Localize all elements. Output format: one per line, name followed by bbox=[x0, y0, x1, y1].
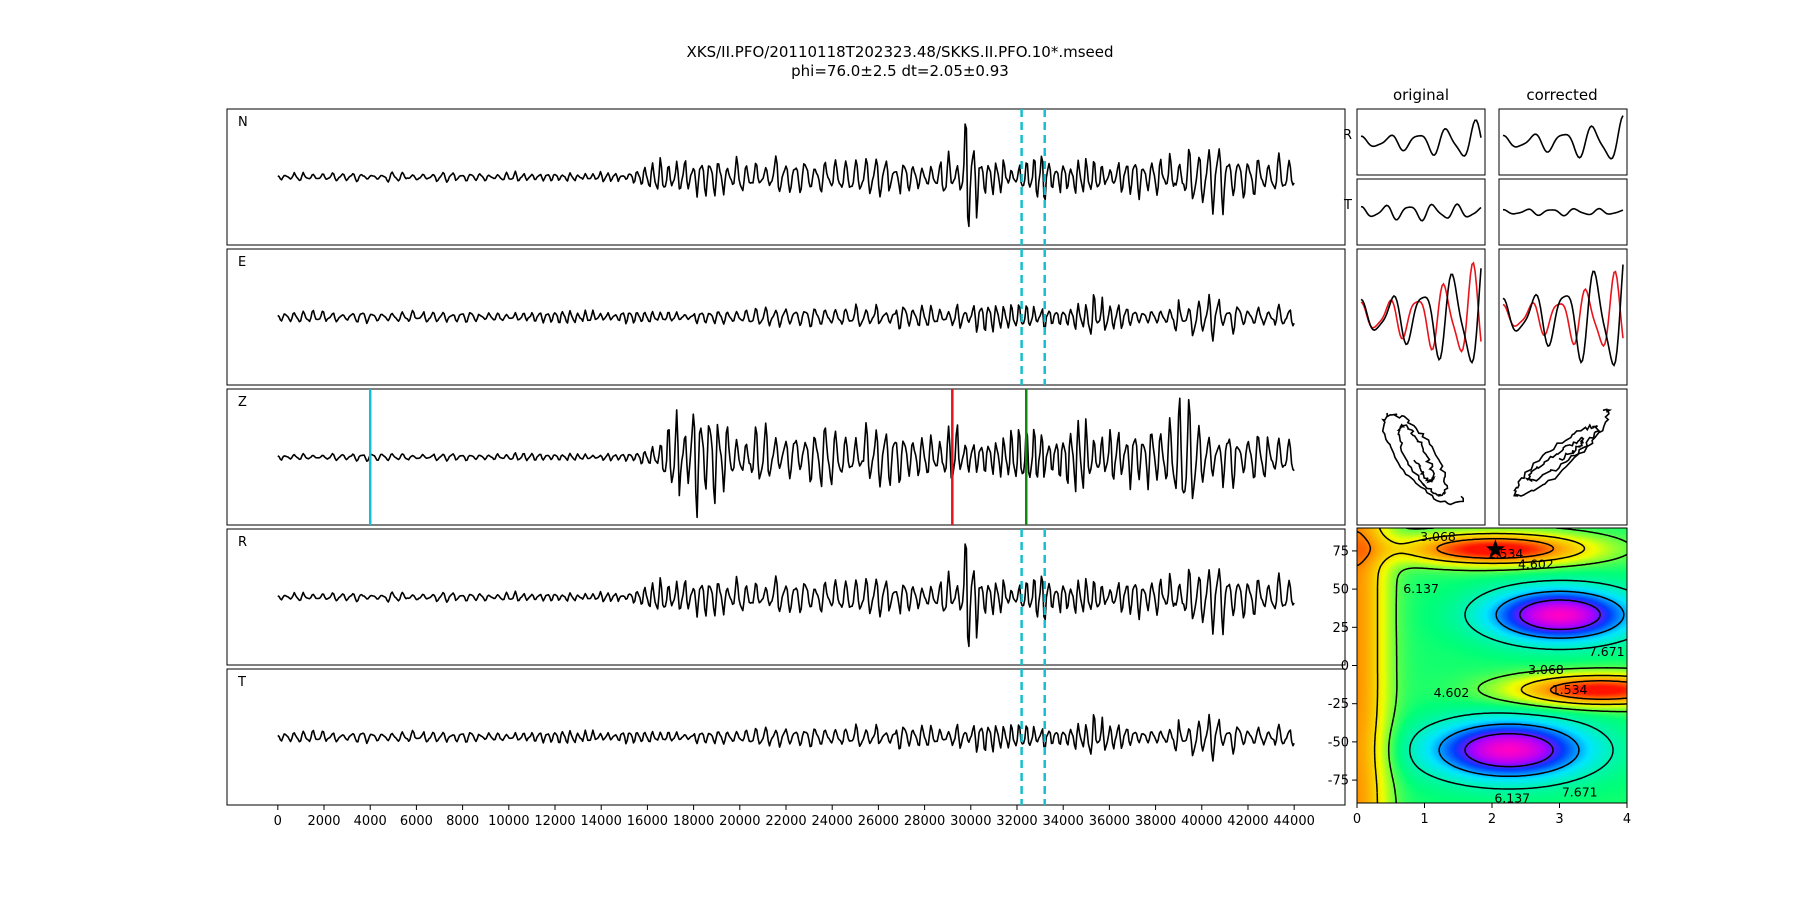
panel-label-e: E bbox=[238, 255, 246, 270]
contour-label: 4.602 bbox=[1434, 685, 1470, 700]
seismogram-panel-e bbox=[226, 248, 1346, 386]
trace-e bbox=[277, 293, 1295, 342]
seismogram-panels: N E Z R T bbox=[226, 108, 1346, 806]
pm-corrected-r-trace bbox=[1502, 115, 1624, 160]
x-tick-label: 14000 bbox=[581, 814, 622, 829]
figure-subtitle: phi=76.0±2.5 dt=2.05±0.93 bbox=[791, 62, 1009, 80]
x-tick-label: 30000 bbox=[950, 814, 991, 829]
contour-line-4 bbox=[1438, 590, 1625, 778]
contour-label: 6.137 bbox=[1403, 581, 1439, 596]
pm-original-red-trace bbox=[1360, 261, 1482, 353]
column-title-corrected: corrected bbox=[1526, 86, 1597, 104]
column-title-original: original bbox=[1393, 86, 1449, 104]
x-tick-label: 24000 bbox=[812, 814, 853, 829]
x-tick-label: 26000 bbox=[858, 814, 899, 829]
es-x-tick-label: 0 bbox=[1353, 812, 1361, 827]
trace-z bbox=[277, 397, 1295, 519]
panel-label-n: N bbox=[238, 115, 248, 130]
pm-original-t-trace bbox=[1360, 203, 1482, 222]
error-surface-contour-labels: 3.0681.5344.6026.1377.6713.0681.5344.602… bbox=[1403, 529, 1624, 805]
pm-original-particle-motion bbox=[1381, 412, 1464, 506]
best-fit-star bbox=[1485, 539, 1505, 558]
es-x-tick-label: 1 bbox=[1420, 812, 1428, 827]
pm-panel-1-0 bbox=[1356, 178, 1486, 246]
trace-t bbox=[277, 713, 1295, 762]
es-y-tick-label: 50 bbox=[1332, 583, 1349, 598]
x-tick-label: 38000 bbox=[1135, 814, 1176, 829]
x-tick-label: 42000 bbox=[1227, 814, 1268, 829]
x-tick-label: 36000 bbox=[1089, 814, 1130, 829]
error-surface-axes: 0 1 2 3 4 75 50 25 0 -25 -50 -75 bbox=[1328, 544, 1631, 827]
x-tick-label: 0 bbox=[274, 814, 282, 829]
contour-line-5 bbox=[1464, 599, 1601, 768]
panel-label-r: R bbox=[238, 535, 247, 550]
x-tick-label: 22000 bbox=[765, 814, 806, 829]
pm-panel-2-1 bbox=[1498, 248, 1628, 386]
contour-line-1 bbox=[1373, 528, 1627, 803]
error-surface-panel: 3.0681.5344.6026.1377.6713.0681.5344.602… bbox=[1328, 527, 1631, 827]
seismogram-panel-r bbox=[226, 528, 1346, 666]
x-tick-label: 44000 bbox=[1274, 814, 1315, 829]
x-tick-label: 28000 bbox=[904, 814, 945, 829]
panel-label-t: T bbox=[237, 675, 246, 690]
pm-original-black-trace bbox=[1360, 268, 1482, 365]
x-tick-label: 2000 bbox=[307, 814, 340, 829]
seismogram-panel-n bbox=[226, 108, 1346, 246]
es-y-tick-label: -50 bbox=[1328, 735, 1349, 750]
contour-line-3 bbox=[1408, 579, 1627, 790]
trace-r bbox=[277, 543, 1295, 648]
contour-label: 1.534 bbox=[1552, 682, 1588, 697]
seismogram-x-axis: 0 2000 4000 6000 8000 10000 12000 14000 16000 180… bbox=[274, 805, 1315, 829]
x-tick-label: 6000 bbox=[400, 814, 433, 829]
es-y-tick-label: 0 bbox=[1341, 659, 1349, 674]
pm-row-label-r: R bbox=[1343, 128, 1352, 143]
es-y-tick-label: 25 bbox=[1332, 621, 1349, 636]
es-y-tick-label: -75 bbox=[1328, 774, 1349, 789]
pm-panel-3-1 bbox=[1498, 388, 1628, 526]
pm-original-r-trace bbox=[1360, 119, 1482, 157]
x-tick-label: 8000 bbox=[446, 814, 479, 829]
es-x-tick-label: 4 bbox=[1623, 812, 1631, 827]
x-tick-label: 32000 bbox=[996, 814, 1037, 829]
x-tick-label: 10000 bbox=[488, 814, 529, 829]
pm-corrected-red-trace bbox=[1502, 270, 1624, 348]
seismogram-panel-z bbox=[226, 388, 1346, 526]
x-tick-label: 16000 bbox=[627, 814, 668, 829]
best-fit-star-marker bbox=[1485, 539, 1505, 558]
pm-panel-3-0 bbox=[1356, 388, 1486, 526]
pm-corrected-t-trace bbox=[1502, 207, 1624, 217]
contour-label: 4.602 bbox=[1518, 557, 1554, 572]
figure-title: XKS/II.PFO/20110118T202323.48/SKKS.II.PF… bbox=[686, 43, 1113, 61]
pm-panel-1-1 bbox=[1498, 178, 1628, 246]
contour-label: 6.137 bbox=[1494, 790, 1530, 805]
pm-panel-0-0 bbox=[1356, 108, 1486, 176]
contour-label: 7.671 bbox=[1562, 784, 1598, 799]
es-x-tick-label: 3 bbox=[1555, 812, 1563, 827]
pm-row-label-t: T bbox=[1343, 198, 1352, 213]
contour-label: 7.671 bbox=[1589, 644, 1625, 659]
contour-label: 3.068 bbox=[1528, 662, 1564, 677]
x-tick-label: 18000 bbox=[673, 814, 714, 829]
trace-n bbox=[277, 123, 1295, 228]
es-x-tick-label: 2 bbox=[1488, 812, 1496, 827]
panel-label-z: Z bbox=[238, 395, 247, 410]
es-y-tick-label: -25 bbox=[1328, 697, 1349, 712]
x-tick-label: 12000 bbox=[534, 814, 575, 829]
pm-corrected-black-trace bbox=[1502, 264, 1624, 367]
es-y-tick-label: 75 bbox=[1332, 544, 1349, 559]
x-tick-label: 20000 bbox=[719, 814, 760, 829]
x-tick-label: 4000 bbox=[354, 814, 387, 829]
pm-panel-0-1 bbox=[1498, 108, 1628, 176]
pm-corrected-particle-motion bbox=[1513, 408, 1613, 497]
contour-label: 3.068 bbox=[1420, 529, 1456, 544]
x-tick-label: 34000 bbox=[1043, 814, 1084, 829]
particle-motion-panels: RT bbox=[1343, 108, 1628, 526]
error-surface-heatmap bbox=[1357, 528, 1627, 803]
pm-panel-2-0 bbox=[1356, 248, 1486, 386]
x-tick-label: 40000 bbox=[1181, 814, 1222, 829]
